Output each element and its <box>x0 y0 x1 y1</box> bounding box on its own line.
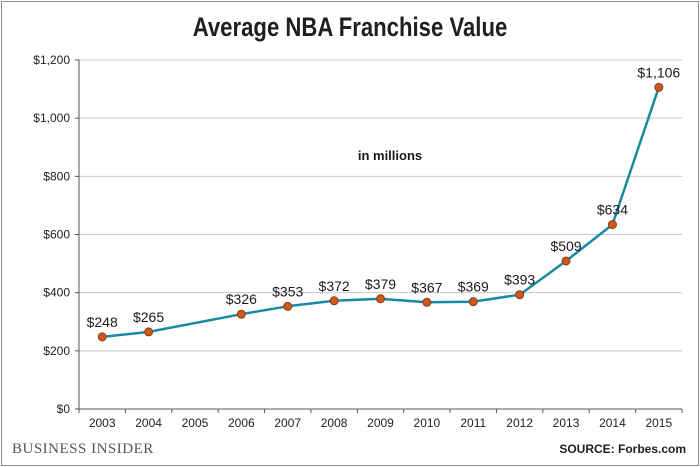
y-tick-label: $800 <box>43 169 70 183</box>
x-tick-label: 2012 <box>506 416 533 430</box>
data-point-marker <box>236 309 246 319</box>
data-label: $634 <box>597 202 628 218</box>
data-label: $248 <box>87 314 118 330</box>
data-point-marker <box>468 297 478 307</box>
series-layer <box>97 82 664 342</box>
data-point-marker <box>422 297 432 307</box>
x-tick-label: 2005 <box>182 416 209 430</box>
data-label: $353 <box>272 283 303 299</box>
x-tick-label: 2015 <box>645 416 672 430</box>
x-tick-label: 2014 <box>599 416 626 430</box>
y-tick-label: $1,000 <box>33 111 70 125</box>
x-tick-label: 2009 <box>367 416 394 430</box>
y-tick-label: $200 <box>43 344 70 358</box>
y-tick-label: $400 <box>43 286 70 300</box>
data-point-marker <box>376 294 385 304</box>
source-note: SOURCE: Forbes.com <box>559 442 686 456</box>
x-tick-label: 2004 <box>135 416 162 430</box>
x-tick-label: 2008 <box>321 416 348 430</box>
x-tick-label: 2003 <box>89 416 116 430</box>
data-point-marker <box>329 296 339 306</box>
units-annotation: in millions <box>358 148 422 163</box>
x-tick-label: 2007 <box>274 416 301 430</box>
x-tick-label: 2011 <box>460 416 486 430</box>
axes: $0 $200 $400 $600 $800 $1,000 $1,200 2003 2004 20… <box>33 53 683 430</box>
chart-title: Average NBA Franchise Value <box>192 12 508 42</box>
data-label: $367 <box>411 279 442 295</box>
data-label: $369 <box>458 279 489 295</box>
data-label: $379 <box>365 276 396 292</box>
data-label: $326 <box>226 291 257 307</box>
y-tick-label: $1,200 <box>33 53 70 67</box>
data-label: $509 <box>550 238 581 254</box>
y-tick-label: $600 <box>43 228 70 242</box>
data-point-marker <box>144 327 154 337</box>
x-tick-label: 2006 <box>228 416 255 430</box>
x-tick-label: 2010 <box>414 416 441 430</box>
series-line <box>102 86 660 339</box>
data-label: $1,106 <box>637 64 680 80</box>
data-point-marker <box>515 290 525 300</box>
gridlines <box>79 59 682 352</box>
data-labels: $248 $265 $326 $353 $372 $379 $367 $369 $393 $509… <box>87 64 681 330</box>
brand-logo-text: BUSINESS INSIDER <box>12 441 154 457</box>
x-tick-label: 2013 <box>553 416 580 430</box>
data-point-marker <box>561 256 571 266</box>
data-point-marker <box>654 82 664 92</box>
data-label: $393 <box>504 272 535 288</box>
data-point-marker <box>283 301 293 311</box>
data-label: $372 <box>319 278 350 294</box>
data-label: $265 <box>133 309 164 325</box>
data-point-marker <box>97 332 107 342</box>
y-tick-label: $0 <box>57 402 71 416</box>
data-point-marker <box>607 220 617 230</box>
